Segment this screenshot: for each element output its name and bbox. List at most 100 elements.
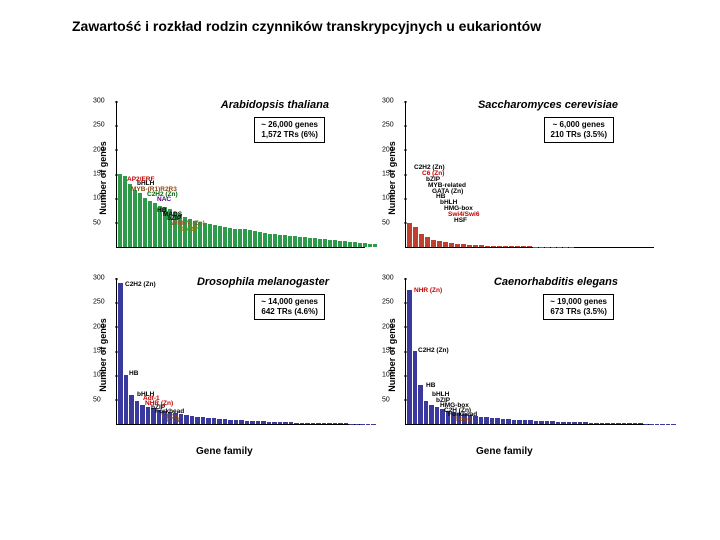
- bar: [521, 246, 526, 247]
- y-tick: 150: [93, 171, 105, 178]
- y-tick: 100: [93, 372, 105, 379]
- bar: [627, 423, 632, 424]
- x-axis-label-right: Gene family: [476, 446, 533, 457]
- bar: [545, 421, 550, 424]
- bar: [437, 241, 442, 247]
- bar: [338, 423, 343, 424]
- bar: [333, 423, 338, 424]
- chart-area: 50100150200250300 NHR (Zn)C2H2 (Zn)HBbHL…: [405, 278, 654, 425]
- y-tick: 100: [382, 372, 394, 379]
- bar: [268, 234, 272, 247]
- bar: [124, 375, 129, 424]
- bar: [218, 226, 222, 247]
- chart-area: 50100150200250300 AP2/ERFbHLHMYB-(R1)R2R…: [116, 101, 365, 248]
- bar: [228, 228, 232, 247]
- bar: [363, 243, 367, 247]
- bar: [338, 241, 342, 247]
- bar: [208, 224, 212, 247]
- y-tick: 200: [382, 146, 394, 153]
- bar: [318, 239, 322, 247]
- bar: [431, 240, 436, 247]
- bar: [228, 420, 233, 424]
- bar: [343, 241, 347, 247]
- bar: [413, 227, 418, 247]
- bar: [490, 418, 495, 424]
- bar: [419, 234, 424, 247]
- panel-saccharomyces: Number of genes 50100150200250300 C2H2 (…: [377, 95, 658, 260]
- info-box: ~ 19,000 genes 673 TRs (3.5%): [543, 294, 614, 320]
- bar: [328, 240, 332, 247]
- bar: [305, 423, 310, 424]
- y-tick: 150: [93, 348, 105, 355]
- bar: [344, 423, 349, 424]
- info-line1: ~ 6,000 genes: [553, 120, 605, 129]
- bar: [556, 422, 561, 424]
- bar: [217, 419, 222, 424]
- y-tick: 200: [93, 323, 105, 330]
- bar: [261, 421, 266, 424]
- bar: [479, 245, 484, 247]
- family-label: HSF: [454, 218, 467, 225]
- chart-grid: Number of genes 50100150200250300 AP2/ER…: [88, 95, 658, 437]
- bar: [501, 419, 506, 424]
- bar: [638, 423, 643, 424]
- bar: [333, 240, 337, 247]
- bar: [272, 422, 277, 424]
- bar: [523, 420, 528, 424]
- bar: [429, 405, 434, 424]
- bar: [212, 418, 217, 424]
- bar: [129, 395, 134, 424]
- bar: [288, 236, 292, 247]
- y-tick: 300: [93, 98, 105, 105]
- bar: [245, 421, 250, 424]
- info-line1: ~ 14,000 genes: [261, 297, 318, 306]
- bar: [278, 422, 283, 424]
- bar: [467, 245, 472, 247]
- family-label: NHR (Zn): [414, 288, 442, 295]
- family-label: HB: [426, 383, 435, 390]
- bar: [407, 290, 412, 424]
- bar: [348, 242, 352, 247]
- bar: [407, 223, 412, 247]
- y-tick: 100: [382, 195, 394, 202]
- bar: [572, 422, 577, 424]
- y-tick: 250: [382, 122, 394, 129]
- bar: [589, 423, 594, 424]
- bar: [443, 242, 448, 247]
- bar: [258, 232, 262, 247]
- y-tick: 250: [382, 299, 394, 306]
- bar: [239, 420, 244, 424]
- bar: [633, 423, 638, 424]
- bar: [509, 246, 514, 247]
- bar: [616, 423, 621, 424]
- bar: [238, 229, 242, 247]
- bar: [491, 246, 496, 247]
- bar: [517, 420, 522, 424]
- bar: [600, 423, 605, 424]
- bar: [528, 420, 533, 424]
- y-tick: 50: [93, 219, 101, 226]
- bar: [298, 237, 302, 247]
- bar: [118, 283, 123, 424]
- info-box: ~ 6,000 genes 210 TRs (3.5%): [544, 117, 614, 143]
- bar: [195, 417, 200, 424]
- info-line2: 210 TRs (3.5%): [551, 130, 607, 139]
- bar: [250, 421, 255, 424]
- page-title: Zawartość i rozkład rodzin czynników tra…: [72, 18, 541, 34]
- bar: [550, 421, 555, 424]
- bar: [484, 417, 489, 424]
- bar: [248, 230, 252, 247]
- bar: [594, 423, 599, 424]
- bar: [611, 423, 616, 424]
- bar: [534, 421, 539, 424]
- bar: [425, 237, 430, 247]
- bar: [293, 236, 297, 247]
- bar: [461, 244, 466, 247]
- bar: [148, 201, 152, 247]
- bar: [622, 423, 627, 424]
- family-label: T-box: [454, 417, 471, 424]
- bar: [263, 233, 267, 247]
- bar: [316, 423, 321, 424]
- bar: [256, 421, 261, 424]
- family-label: NAC: [157, 197, 171, 204]
